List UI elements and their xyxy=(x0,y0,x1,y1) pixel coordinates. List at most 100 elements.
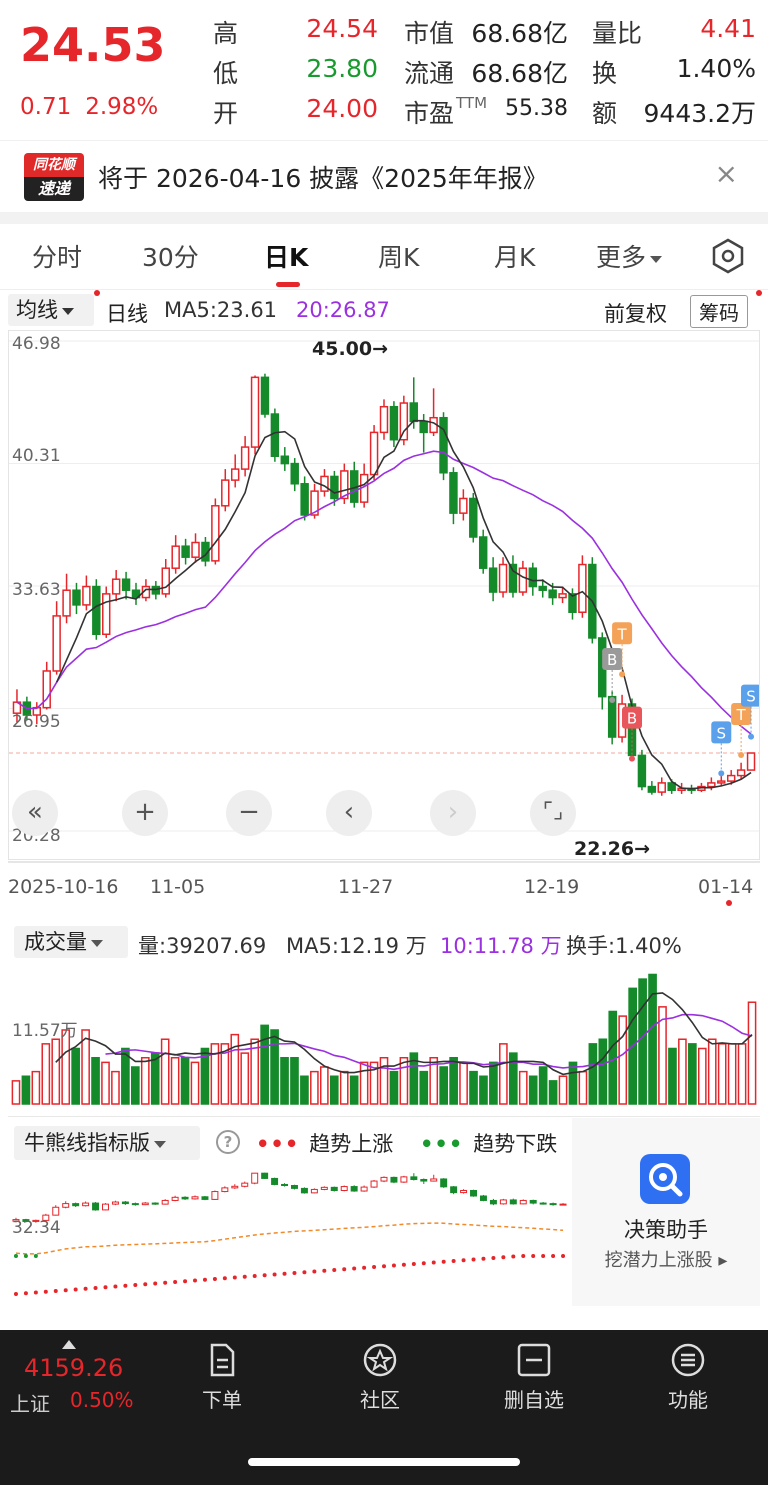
trend-up-dot xyxy=(222,1276,227,1281)
indicator-candle xyxy=(509,1199,517,1205)
indicator-candle xyxy=(390,1176,398,1183)
volume-bar xyxy=(250,1038,260,1105)
remove-watchlist-icon xyxy=(517,1343,551,1377)
nav-remove-watchlist[interactable]: 删自选 xyxy=(474,1342,594,1413)
report-notice[interactable]: 同花顺 速递 将于 2026-04-16 披露《2025年年报》 × xyxy=(0,140,768,212)
close-icon[interactable]: × xyxy=(714,157,738,190)
volume-bar xyxy=(121,1047,130,1105)
signal-label: S xyxy=(717,724,727,742)
volume-selector[interactable]: 成交量 xyxy=(14,926,128,958)
chips-button[interactable]: 筹码 xyxy=(690,295,748,328)
candle xyxy=(171,545,180,569)
settings-hexagon-icon[interactable] xyxy=(710,238,746,274)
trend-up-dot xyxy=(411,1262,416,1266)
volume-turnover: 换手:1.40% xyxy=(566,934,682,958)
indicator-candle xyxy=(181,1196,189,1200)
indicator-panel-selector[interactable]: 牛熊线指标版 xyxy=(14,1126,200,1160)
trend-up-dot xyxy=(212,1277,217,1281)
scroll-to-start-button[interactable]: « xyxy=(12,790,58,836)
tab-30min[interactable]: 30分 xyxy=(142,243,199,272)
candle xyxy=(260,376,270,415)
volume-bar xyxy=(707,1038,717,1105)
signal-dot xyxy=(619,671,626,678)
candle xyxy=(102,593,111,636)
decision-assistant-card[interactable]: 决策助手 挖潜力上涨股 ▸ xyxy=(572,1118,760,1306)
candle xyxy=(72,589,81,606)
signal-tag xyxy=(741,684,762,707)
signal-dot xyxy=(738,752,745,759)
tab-intraday[interactable]: 分时 xyxy=(32,243,83,272)
assistant-subtitle: 挖潜力上涨股 ▸ xyxy=(604,1250,728,1271)
indicator-candle xyxy=(350,1186,358,1192)
volume-bar xyxy=(648,973,657,1105)
indicator-candle xyxy=(12,1219,20,1222)
volume-bar xyxy=(270,1029,279,1105)
indicator-selector[interactable]: 均线 xyxy=(8,294,94,326)
chevron-down-icon xyxy=(62,307,74,315)
volume-bar xyxy=(538,1066,548,1105)
candle xyxy=(250,376,260,448)
volume-bar xyxy=(489,1061,498,1105)
last-price: 24.53 xyxy=(20,18,166,72)
logo-bottom: 速递 xyxy=(24,177,84,201)
zoom-out-button[interactable]: − xyxy=(226,790,272,836)
bull-bear-line xyxy=(15,1222,564,1255)
index-value[interactable]: 4159.26 xyxy=(24,1354,124,1382)
bull-bear-chart[interactable] xyxy=(8,1160,570,1306)
indicator-candle xyxy=(290,1185,298,1189)
volume-bar xyxy=(688,1043,697,1105)
nav-order[interactable]: 下单 xyxy=(162,1342,282,1413)
chevron-down-icon xyxy=(91,939,103,947)
volume-bar xyxy=(369,1061,379,1105)
volume-bar xyxy=(399,1056,409,1105)
volume-bar xyxy=(31,1070,41,1105)
amount-value: 9443.2万 xyxy=(643,99,756,128)
tab-more[interactable]: 更多 xyxy=(596,238,663,274)
candle xyxy=(667,782,676,792)
mcap-value: 68.68亿 xyxy=(471,19,568,48)
candle xyxy=(82,585,91,606)
volume-bar xyxy=(568,1061,578,1105)
volume-bar xyxy=(727,1043,737,1105)
scroll-right-button[interactable]: › xyxy=(430,790,476,836)
volume-bar xyxy=(11,1080,21,1105)
volume-bar xyxy=(170,1056,180,1105)
trend-down-dot xyxy=(33,1254,38,1258)
new-dot xyxy=(94,290,100,296)
trend-up-dot xyxy=(242,1274,247,1279)
nav-community[interactable]: 社区 xyxy=(320,1342,440,1413)
zoom-in-button[interactable]: + xyxy=(122,790,168,836)
today-dot xyxy=(726,900,732,906)
tab-weekly-k[interactable]: 周K xyxy=(378,243,420,272)
volume-bar xyxy=(528,1075,538,1105)
volume-ma10: 10:11.78 万 xyxy=(440,934,562,958)
indicator-candle xyxy=(400,1176,408,1183)
volume-svg xyxy=(11,973,757,1105)
indicator-candle xyxy=(320,1186,328,1190)
candle xyxy=(131,589,141,599)
mcap-label: 市值 xyxy=(404,19,455,48)
tab-daily-k[interactable]: 日K xyxy=(264,243,309,272)
nav-functions[interactable]: 功能 xyxy=(628,1342,748,1413)
candle xyxy=(508,563,518,593)
candle xyxy=(637,754,647,788)
volume-bar xyxy=(747,1001,757,1105)
low-value: 23.80 xyxy=(306,54,378,83)
fullscreen-button[interactable]: ⌜⌟ xyxy=(530,790,576,836)
indicator-candle xyxy=(241,1182,249,1187)
x-axis-label: 01-14 xyxy=(698,876,754,898)
trend-up-dot xyxy=(153,1281,158,1286)
signal-dot xyxy=(718,770,725,777)
tab-monthly-k[interactable]: 月K xyxy=(494,243,536,272)
help-icon[interactable]: ? xyxy=(216,1130,240,1154)
trend-up-dot xyxy=(421,1261,426,1266)
scroll-left-button[interactable]: ‹ xyxy=(326,790,372,836)
divider xyxy=(0,212,768,224)
trend-up-dot xyxy=(511,1254,516,1259)
adjust-mode[interactable]: 前复权 xyxy=(604,302,667,326)
volume-chart[interactable] xyxy=(8,962,760,1106)
volume-bar xyxy=(140,1056,150,1105)
volume-bar xyxy=(618,1015,628,1105)
